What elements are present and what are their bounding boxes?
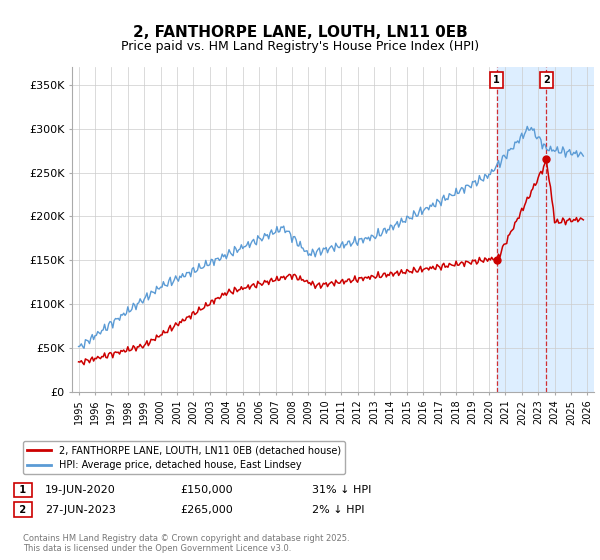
Bar (497, 67, 594, 392)
Text: 2% ↓ HPI: 2% ↓ HPI (312, 505, 365, 515)
Text: 2: 2 (543, 76, 550, 85)
Text: 1: 1 (16, 485, 29, 495)
Text: £150,000: £150,000 (180, 485, 233, 495)
Text: 2: 2 (16, 505, 29, 515)
Text: Price paid vs. HM Land Registry's House Price Index (HPI): Price paid vs. HM Land Registry's House … (121, 40, 479, 53)
Text: 27-JUN-2023: 27-JUN-2023 (45, 505, 116, 515)
Legend: 2, FANTHORPE LANE, LOUTH, LN11 0EB (detached house), HPI: Average price, detache: 2, FANTHORPE LANE, LOUTH, LN11 0EB (deta… (23, 441, 345, 474)
Text: 31% ↓ HPI: 31% ↓ HPI (312, 485, 371, 495)
Text: 1: 1 (493, 76, 500, 85)
Text: Contains HM Land Registry data © Crown copyright and database right 2025.
This d: Contains HM Land Registry data © Crown c… (23, 534, 349, 553)
Text: 19-JUN-2020: 19-JUN-2020 (45, 485, 116, 495)
Text: 2, FANTHORPE LANE, LOUTH, LN11 0EB: 2, FANTHORPE LANE, LOUTH, LN11 0EB (133, 25, 467, 40)
Text: £265,000: £265,000 (180, 505, 233, 515)
